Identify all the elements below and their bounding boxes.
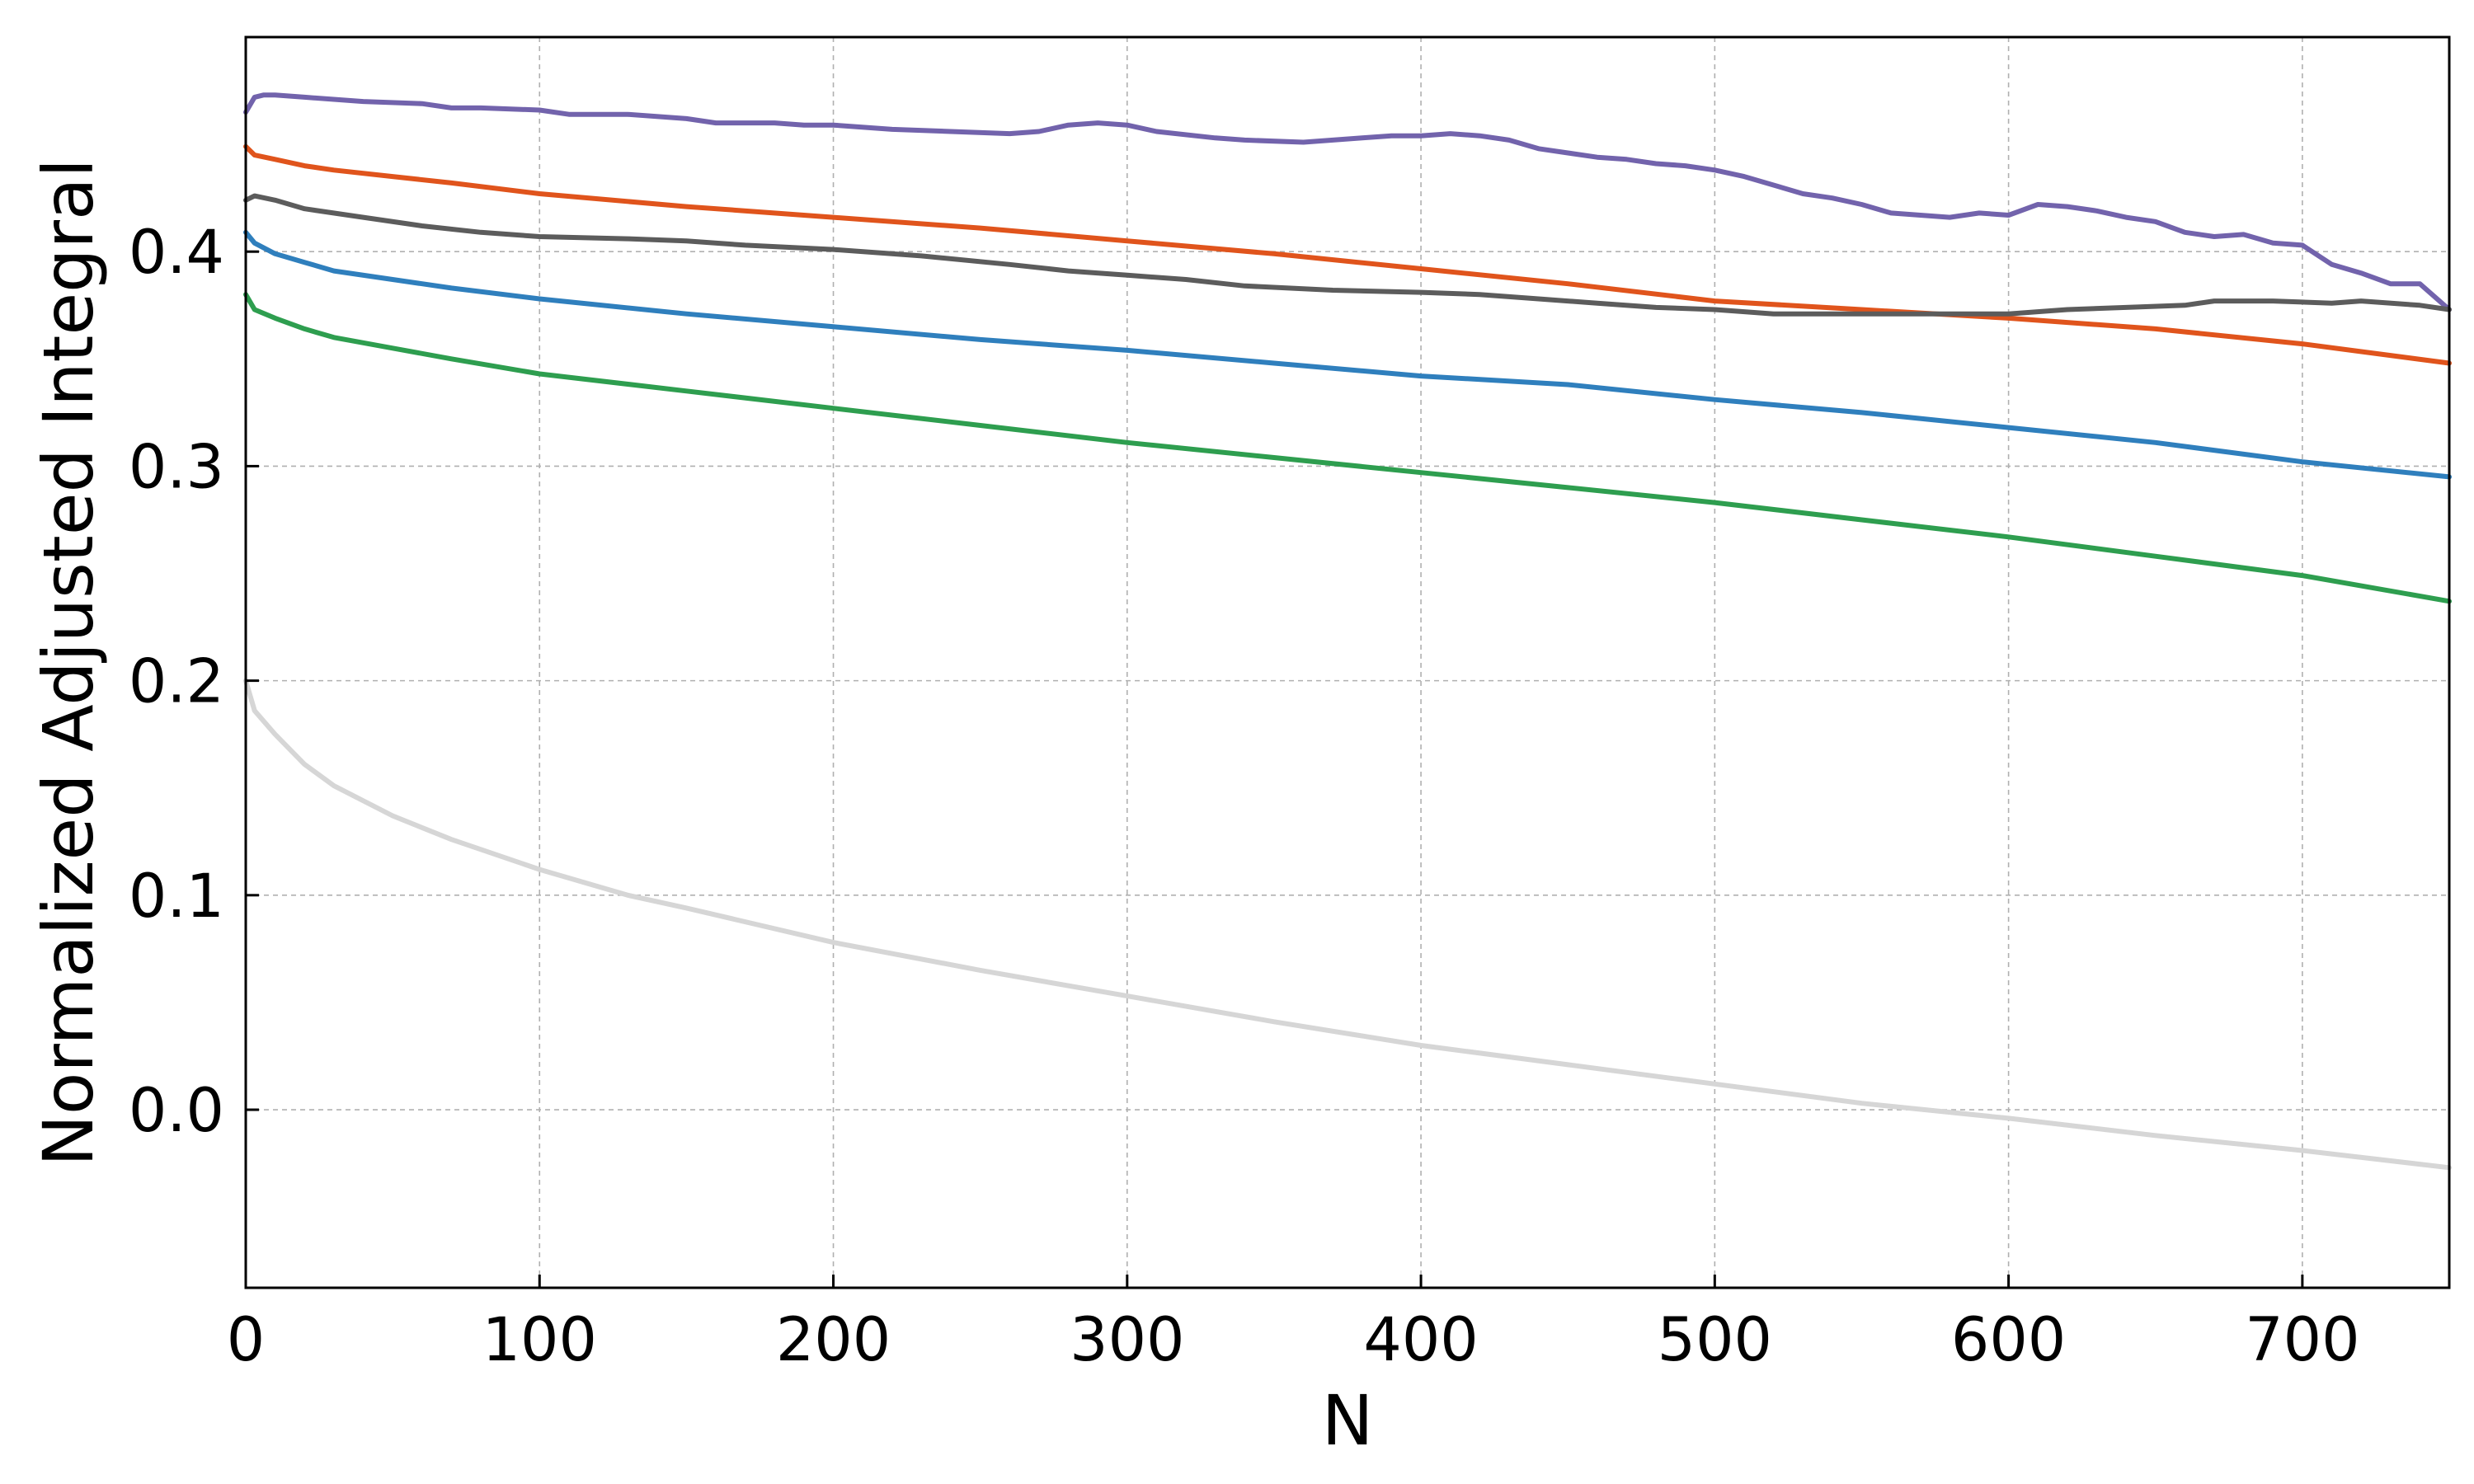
gridlines — [246, 37, 2449, 1288]
x-tick-label: 100 — [482, 1305, 597, 1375]
series-lines — [243, 92, 2452, 1171]
series-line-3 — [243, 193, 2452, 317]
y-tick-label: 0.3 — [129, 432, 224, 502]
x-tick-label: 700 — [2245, 1305, 2359, 1375]
y-tick-label: 0.1 — [129, 862, 224, 932]
x-tick-label: 600 — [1951, 1305, 2066, 1375]
y-axis-label: Normalized Adjusted Integral — [28, 158, 109, 1167]
series-line-1 — [243, 92, 2452, 312]
y-tick-label: 0.0 — [129, 1076, 224, 1146]
x-axis-label: N — [1322, 1380, 1374, 1461]
x-tick-label: 500 — [1658, 1305, 1772, 1375]
ticks: 0 100 200 300 400 500 600 700 0.0 0.1 0.2 0.3 0.4 — [129, 218, 2360, 1375]
plot-frame — [244, 35, 2451, 1289]
x-tick-label: 400 — [1363, 1305, 1478, 1375]
series-line-4 — [243, 229, 2452, 480]
series-line-6 — [243, 678, 2452, 1171]
x-tick-label: 0 — [227, 1305, 265, 1375]
y-tick-label: 0.2 — [129, 647, 224, 717]
x-tick-label: 200 — [776, 1305, 891, 1375]
y-tick-label: 0.4 — [129, 218, 224, 288]
x-tick-label: 300 — [1070, 1305, 1184, 1375]
series-line-5 — [243, 292, 2452, 604]
